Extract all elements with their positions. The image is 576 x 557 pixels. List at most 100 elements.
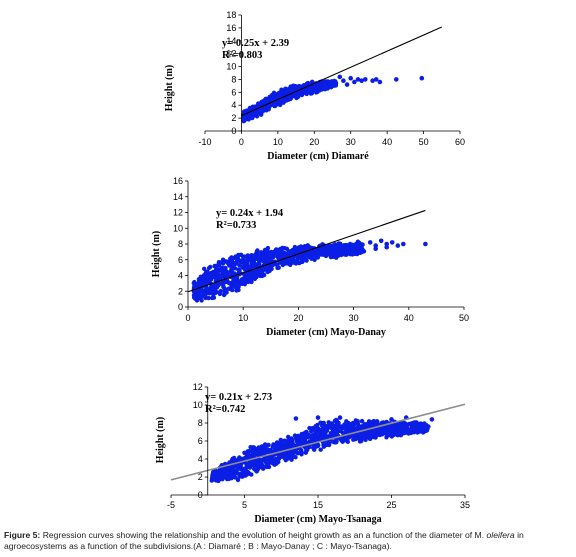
scatter-point bbox=[286, 438, 291, 444]
scatter-point bbox=[323, 253, 329, 259]
scatter-point bbox=[237, 280, 243, 285]
scatter-point bbox=[269, 257, 274, 263]
y-tick-label: 2 bbox=[178, 286, 183, 296]
scatter-point bbox=[331, 247, 337, 253]
trendline bbox=[170, 403, 466, 481]
y-tick-label: 8 bbox=[198, 418, 203, 428]
scatter-point bbox=[304, 254, 309, 260]
scatter-point bbox=[261, 100, 266, 105]
scatter-point bbox=[423, 429, 428, 434]
scatter-point bbox=[292, 259, 297, 265]
scatter-point bbox=[241, 278, 247, 283]
scatter-point bbox=[237, 268, 242, 273]
scatter-point bbox=[258, 268, 263, 274]
scatter-point bbox=[192, 281, 197, 286]
scatter-point bbox=[384, 241, 390, 247]
figure-caption: Figure 5: Regression curves showing the … bbox=[4, 530, 572, 552]
x-axis-label: Diameter (cm) Mayo-Tsanaga bbox=[254, 514, 381, 525]
scatter-point bbox=[224, 290, 229, 295]
scatter-point bbox=[344, 252, 349, 257]
scatter-point bbox=[269, 266, 274, 272]
scatter-point bbox=[257, 261, 262, 266]
y-tick-label: 2 bbox=[198, 472, 203, 482]
scatter-point bbox=[236, 287, 241, 293]
scatter-point bbox=[341, 425, 347, 430]
scatter-point bbox=[226, 261, 232, 267]
y-tick-label: 6 bbox=[231, 87, 236, 97]
x-axis-label: Diameter (cm) Diamaré bbox=[267, 151, 369, 162]
scatter-point bbox=[331, 429, 337, 434]
scatter-point bbox=[327, 244, 332, 249]
chart-panel-a: 0 2 4 6 8 10 12 14 16 18 -10 0 10 20 30 40 50 60 y= 0.25x … bbox=[164, 10, 465, 162]
scatter-point bbox=[304, 433, 309, 439]
scatter-point bbox=[274, 456, 279, 462]
scatter-point bbox=[236, 254, 241, 259]
scatter-point bbox=[315, 422, 320, 428]
scatter-point bbox=[327, 247, 332, 253]
x-tick-label: 30 bbox=[349, 313, 359, 323]
scatter-point bbox=[303, 450, 308, 455]
scatter-point bbox=[282, 438, 287, 443]
scatter-point bbox=[311, 445, 316, 451]
scatter-point bbox=[287, 87, 292, 92]
scatter-point bbox=[252, 466, 257, 472]
scatter-point bbox=[389, 423, 395, 428]
r-squared-label: R²=0.742 bbox=[205, 404, 245, 415]
y-axis-label: Height (m) bbox=[155, 417, 166, 463]
scatter-point bbox=[345, 439, 350, 444]
scatter-point bbox=[253, 110, 259, 115]
scatter-point bbox=[371, 430, 377, 435]
scatter-cloud bbox=[241, 78, 339, 124]
scatter-point bbox=[336, 241, 341, 246]
y-tick-label: 6 bbox=[178, 255, 183, 265]
scatter-point bbox=[191, 295, 197, 300]
scatter-point bbox=[289, 457, 294, 462]
scatter-point bbox=[285, 453, 290, 458]
scatter-point bbox=[319, 247, 324, 252]
scatter-point bbox=[384, 244, 390, 250]
scatter-point bbox=[217, 291, 223, 297]
scatter-point bbox=[206, 295, 211, 301]
scatter-point bbox=[232, 271, 237, 276]
scatter-point bbox=[223, 472, 229, 477]
y-tick-label: 18 bbox=[226, 10, 236, 20]
scatter-point bbox=[224, 270, 229, 275]
scatter-point bbox=[247, 264, 252, 269]
scatter-point bbox=[294, 249, 299, 254]
scatter-point bbox=[299, 436, 304, 441]
scatter-point bbox=[352, 436, 358, 441]
y-tick-label: 12 bbox=[226, 49, 236, 59]
scatter-point bbox=[229, 280, 235, 285]
scatter-point bbox=[347, 241, 353, 247]
y-tick-label: 4 bbox=[231, 100, 236, 110]
scatter-point bbox=[231, 263, 236, 268]
scatter-point bbox=[358, 434, 363, 439]
scatter-point bbox=[423, 241, 428, 247]
scatter-point bbox=[383, 427, 389, 432]
scatter-point bbox=[337, 415, 343, 420]
y-tick-label: 0 bbox=[231, 126, 236, 136]
scatter-point bbox=[384, 435, 389, 440]
scatter-point bbox=[373, 77, 379, 82]
scatter-point bbox=[344, 248, 350, 254]
scatter-point bbox=[397, 424, 402, 429]
y-tick-label: 2 bbox=[231, 113, 236, 123]
scatter-point bbox=[377, 79, 383, 85]
x-tick-label: 5 bbox=[242, 500, 247, 510]
scatter-point bbox=[302, 247, 308, 252]
scatter-point bbox=[340, 247, 345, 252]
scatter-point bbox=[253, 270, 258, 276]
scatter-point bbox=[341, 78, 346, 83]
scatter-point bbox=[419, 75, 425, 81]
scatter-point bbox=[277, 100, 283, 105]
scatter-point bbox=[264, 464, 270, 470]
scatter-point bbox=[319, 421, 325, 426]
scatter-point bbox=[402, 421, 408, 426]
caption-species: oleifera bbox=[486, 530, 515, 540]
x-tick-label: 15 bbox=[313, 500, 323, 510]
x-tick-label: 25 bbox=[386, 500, 396, 510]
scatter-point bbox=[242, 259, 247, 264]
scatter-point bbox=[312, 257, 317, 262]
scatter-point bbox=[265, 447, 270, 453]
scatter-point bbox=[353, 426, 359, 432]
